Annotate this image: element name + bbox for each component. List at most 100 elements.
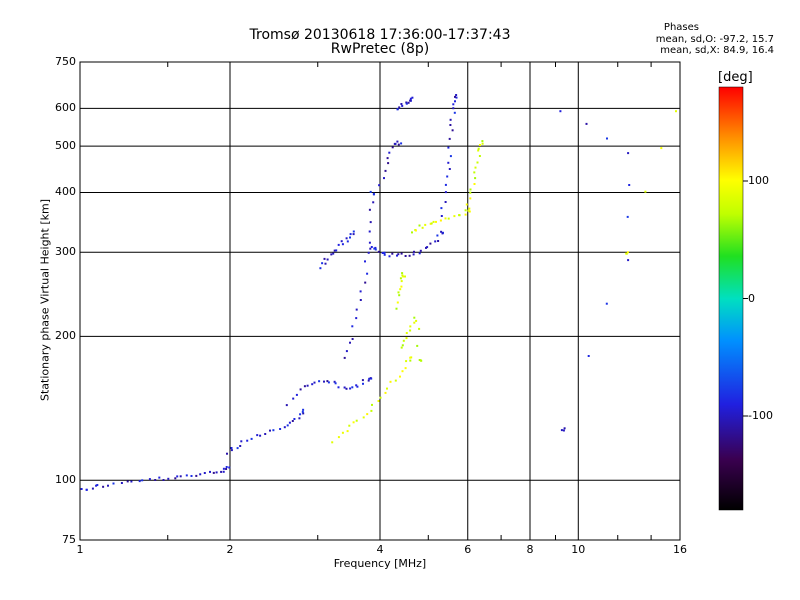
echo-point bbox=[384, 391, 387, 394]
echo-point bbox=[96, 484, 99, 486]
echo-point bbox=[369, 190, 372, 193]
echo-point bbox=[477, 149, 480, 152]
echo-point bbox=[458, 214, 461, 217]
echo-point bbox=[199, 473, 202, 476]
echo-point bbox=[85, 488, 88, 491]
echo-point bbox=[343, 356, 346, 359]
echo-point bbox=[291, 420, 294, 422]
echo-point bbox=[373, 247, 376, 250]
echo-point bbox=[455, 96, 458, 99]
echo-point bbox=[303, 385, 306, 388]
echo-point bbox=[370, 246, 373, 248]
echo-point bbox=[340, 240, 343, 243]
echo-point bbox=[418, 359, 421, 361]
echo-point bbox=[386, 157, 389, 160]
echo-point bbox=[283, 426, 286, 429]
echo-point bbox=[404, 367, 407, 370]
colorbar bbox=[718, 86, 744, 511]
echo-point bbox=[627, 259, 630, 262]
colorbar-tick-label: 0 bbox=[748, 291, 755, 305]
echo-point bbox=[447, 217, 450, 220]
echo-point bbox=[416, 344, 419, 347]
echo-point bbox=[409, 97, 412, 100]
echo-point bbox=[323, 257, 326, 260]
echo-point bbox=[355, 384, 358, 387]
echo-point bbox=[386, 387, 388, 390]
echo-point bbox=[220, 470, 223, 473]
echo-point bbox=[138, 480, 141, 483]
echo-point bbox=[352, 233, 355, 236]
echo-point bbox=[401, 274, 404, 277]
echo-point bbox=[400, 346, 403, 349]
echo-point bbox=[439, 219, 442, 222]
echo-point bbox=[625, 252, 628, 255]
echo-point bbox=[102, 485, 105, 488]
echo-point bbox=[444, 183, 447, 186]
echo-point bbox=[174, 477, 177, 480]
y-axis-label: Stationary phase Virtual Height [km] bbox=[38, 198, 52, 402]
echo-point bbox=[348, 424, 351, 427]
echo-point bbox=[167, 477, 170, 480]
echo-point bbox=[478, 155, 481, 157]
echo-point bbox=[288, 421, 291, 424]
echo-point bbox=[299, 388, 302, 391]
echo-point bbox=[362, 382, 364, 385]
echo-point bbox=[368, 241, 371, 244]
echo-point bbox=[435, 220, 437, 223]
echo-point bbox=[563, 427, 566, 430]
echo-point bbox=[226, 452, 228, 455]
echo-point bbox=[401, 104, 404, 107]
echo-point bbox=[359, 290, 362, 293]
echo-point bbox=[333, 249, 336, 252]
echo-point bbox=[447, 146, 450, 149]
echo-point bbox=[176, 475, 179, 478]
phases-heading: Phases bbox=[663, 22, 699, 33]
echo-point bbox=[440, 215, 443, 217]
echo-point bbox=[405, 360, 408, 363]
echo-point bbox=[388, 255, 391, 258]
echo-point bbox=[474, 177, 477, 180]
echo-point bbox=[236, 447, 239, 450]
echo-point bbox=[355, 419, 358, 422]
echo-point bbox=[401, 272, 404, 275]
echo-point bbox=[660, 147, 663, 150]
echo-point bbox=[626, 251, 629, 254]
echo-point bbox=[368, 208, 371, 211]
echo-point bbox=[626, 215, 629, 218]
echo-point bbox=[323, 380, 325, 383]
echo-point bbox=[369, 221, 372, 224]
echo-point bbox=[469, 191, 472, 194]
y-tick-label: 100 bbox=[55, 473, 76, 487]
echo-point bbox=[355, 308, 358, 311]
echo-point bbox=[408, 254, 411, 257]
echo-point bbox=[332, 252, 335, 255]
echo-point bbox=[334, 382, 337, 385]
echo-point bbox=[415, 319, 418, 322]
colorbar-tick-label: -100 bbox=[748, 409, 773, 422]
echo-point bbox=[437, 240, 440, 242]
echo-point bbox=[393, 142, 396, 145]
echo-point bbox=[368, 377, 371, 380]
echo-point bbox=[465, 203, 468, 206]
echo-point bbox=[477, 147, 480, 150]
echo-point bbox=[400, 280, 403, 283]
echo-point bbox=[352, 421, 355, 424]
echo-point bbox=[368, 230, 371, 233]
echo-point bbox=[351, 386, 354, 389]
echo-point bbox=[405, 332, 408, 334]
echo-point bbox=[407, 101, 410, 104]
echo-point bbox=[675, 110, 677, 113]
echo-point bbox=[285, 404, 288, 407]
echo-point bbox=[80, 488, 83, 490]
echo-point bbox=[335, 249, 338, 252]
echo-point bbox=[413, 250, 415, 253]
echo-point bbox=[256, 434, 259, 437]
echo-point bbox=[399, 277, 402, 280]
echo-point bbox=[212, 471, 215, 474]
echo-point bbox=[379, 396, 382, 399]
echo-point bbox=[95, 484, 98, 487]
echo-point bbox=[388, 151, 391, 154]
echo-point bbox=[627, 152, 630, 155]
echo-point bbox=[346, 240, 349, 243]
